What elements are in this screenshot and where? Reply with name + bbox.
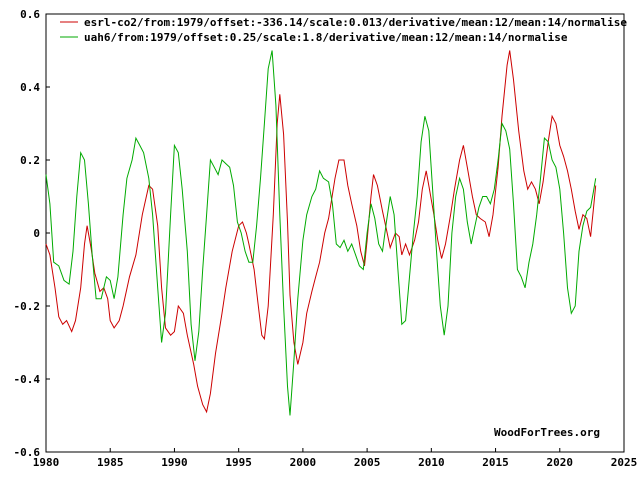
legend-label-uah6: uah6/from:1979/offset:0.25/scale:1.8/der… [84,31,568,44]
x-tick-label: 1995 [225,456,252,469]
series-lines [45,50,597,416]
x-tick-label: 2005 [354,456,381,469]
x-tick-label: 1980 [33,456,60,469]
x-tick-label: 2020 [547,456,574,469]
x-tick-label: 2025 [611,456,638,469]
y-tick-label: 0.2 [20,154,40,167]
legend: esrl-co2/from:1979/offset:-336.14/scale:… [60,16,627,44]
axis-ticks: 1980 1985 1990 1995 2000 2005 2010 2015 2020 2025… [14,8,638,469]
x-tick-label: 2015 [482,456,509,469]
y-tick-label: 0.6 [20,8,40,21]
y-tick-label: 0.4 [20,81,40,94]
series-line-co2 [45,50,597,414]
series-line-uah6 [45,50,597,416]
x-tick-label: 1985 [97,456,124,469]
x-tick-label: 2010 [418,456,445,469]
credit-label: WoodForTrees.org [494,426,600,439]
y-tick-label: 0 [33,227,40,240]
y-tick-label: -0.4 [14,373,41,386]
y-tick-label: -0.2 [14,300,41,313]
y-tick-label: -0.6 [14,446,41,459]
legend-label-co2: esrl-co2/from:1979/offset:-336.14/scale:… [84,16,627,29]
x-tick-label: 1990 [161,456,188,469]
x-tick-label: 2000 [290,456,317,469]
